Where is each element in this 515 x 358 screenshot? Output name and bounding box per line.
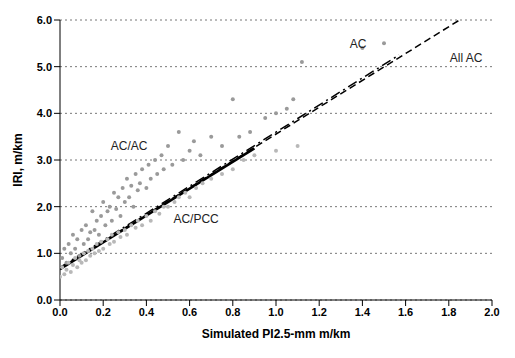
- svg-text:2.0: 2.0: [37, 201, 52, 213]
- svg-text:0.2: 0.2: [96, 306, 111, 318]
- svg-text:1.4: 1.4: [355, 306, 371, 318]
- svg-text:0.0: 0.0: [52, 306, 67, 318]
- svg-text:0.6: 0.6: [182, 306, 197, 318]
- svg-text:All AC: All AC: [450, 51, 483, 65]
- svg-text:IRI, m/km: IRI, m/km: [11, 133, 25, 186]
- svg-text:5.0: 5.0: [37, 61, 52, 73]
- svg-text:0.8: 0.8: [225, 306, 240, 318]
- svg-text:6.0: 6.0: [37, 14, 52, 26]
- svg-text:AC/AC: AC/AC: [111, 139, 148, 153]
- svg-text:0.0: 0.0: [37, 294, 52, 306]
- svg-text:0.4: 0.4: [139, 306, 155, 318]
- svg-text:1.0: 1.0: [37, 247, 52, 259]
- svg-text:AC/PCC: AC/PCC: [173, 212, 219, 226]
- svg-text:4.0: 4.0: [37, 107, 52, 119]
- svg-text:Simulated PI2.5-mm m/km: Simulated PI2.5-mm m/km: [202, 327, 351, 341]
- svg-text:1.0: 1.0: [268, 306, 283, 318]
- svg-text:1.6: 1.6: [398, 306, 413, 318]
- svg-text:3.0: 3.0: [37, 154, 52, 166]
- svg-text:AC: AC: [350, 37, 367, 51]
- svg-text:1.8: 1.8: [441, 306, 456, 318]
- svg-text:2.0: 2.0: [484, 306, 499, 318]
- svg-text:1.2: 1.2: [312, 306, 327, 318]
